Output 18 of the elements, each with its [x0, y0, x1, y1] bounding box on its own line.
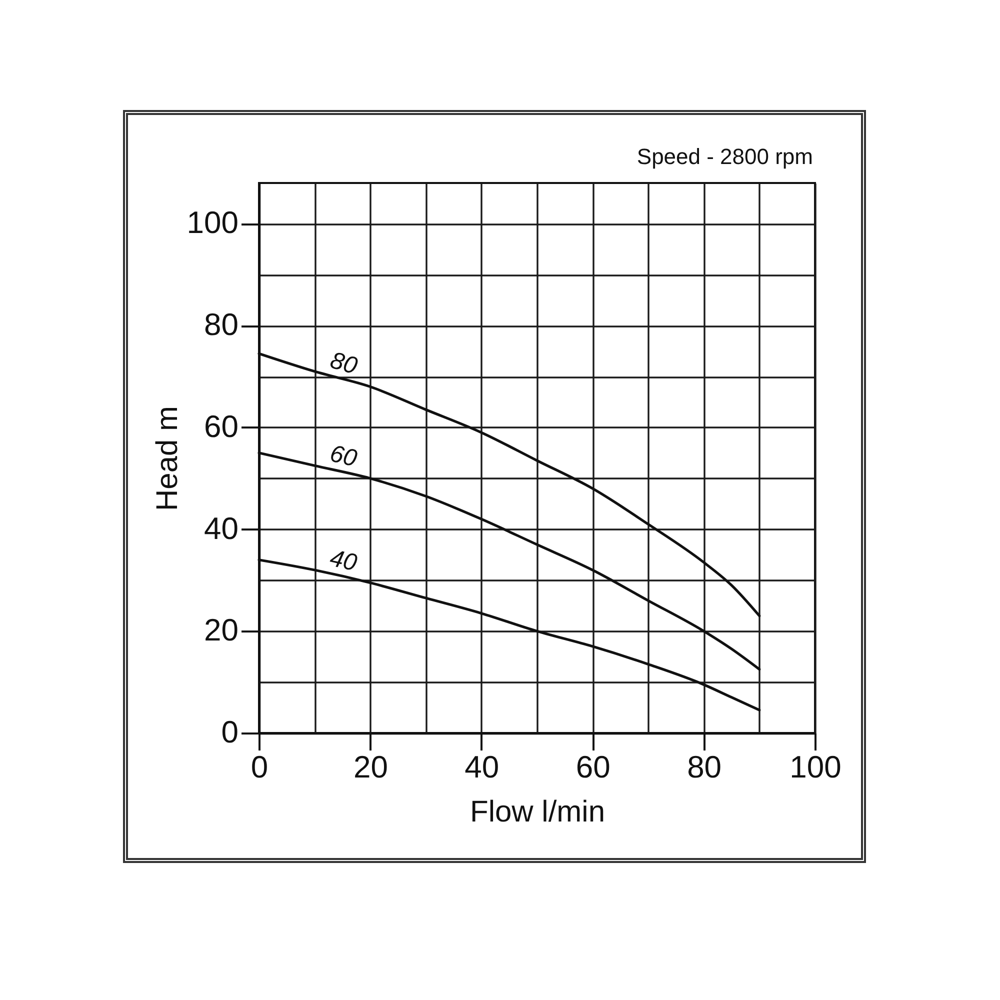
text: 80: [327, 346, 361, 380]
y-tick-label: 40: [204, 510, 238, 546]
y-tick-label: 20: [204, 612, 238, 648]
x-axis-title: Flow l/min: [470, 796, 606, 828]
x-tick-label: 20: [353, 750, 388, 784]
text: 40: [327, 544, 360, 578]
y-tick-label: 100: [186, 205, 238, 240]
x-tick-label: 100: [790, 750, 842, 784]
x-tick-label: 40: [464, 750, 500, 784]
y-tick-label: 0: [221, 714, 238, 750]
y-tick-label: 60: [204, 408, 238, 444]
x-tick-label: 60: [576, 750, 610, 784]
text: 60: [327, 440, 360, 473]
y-tick-label: 80: [204, 307, 238, 342]
x-tick-label: 80: [687, 750, 722, 784]
x-tick-label: 0: [250, 750, 268, 784]
y-axis-title: Head m: [150, 406, 184, 512]
text: Speed - 2800 rpm: [636, 144, 813, 169]
